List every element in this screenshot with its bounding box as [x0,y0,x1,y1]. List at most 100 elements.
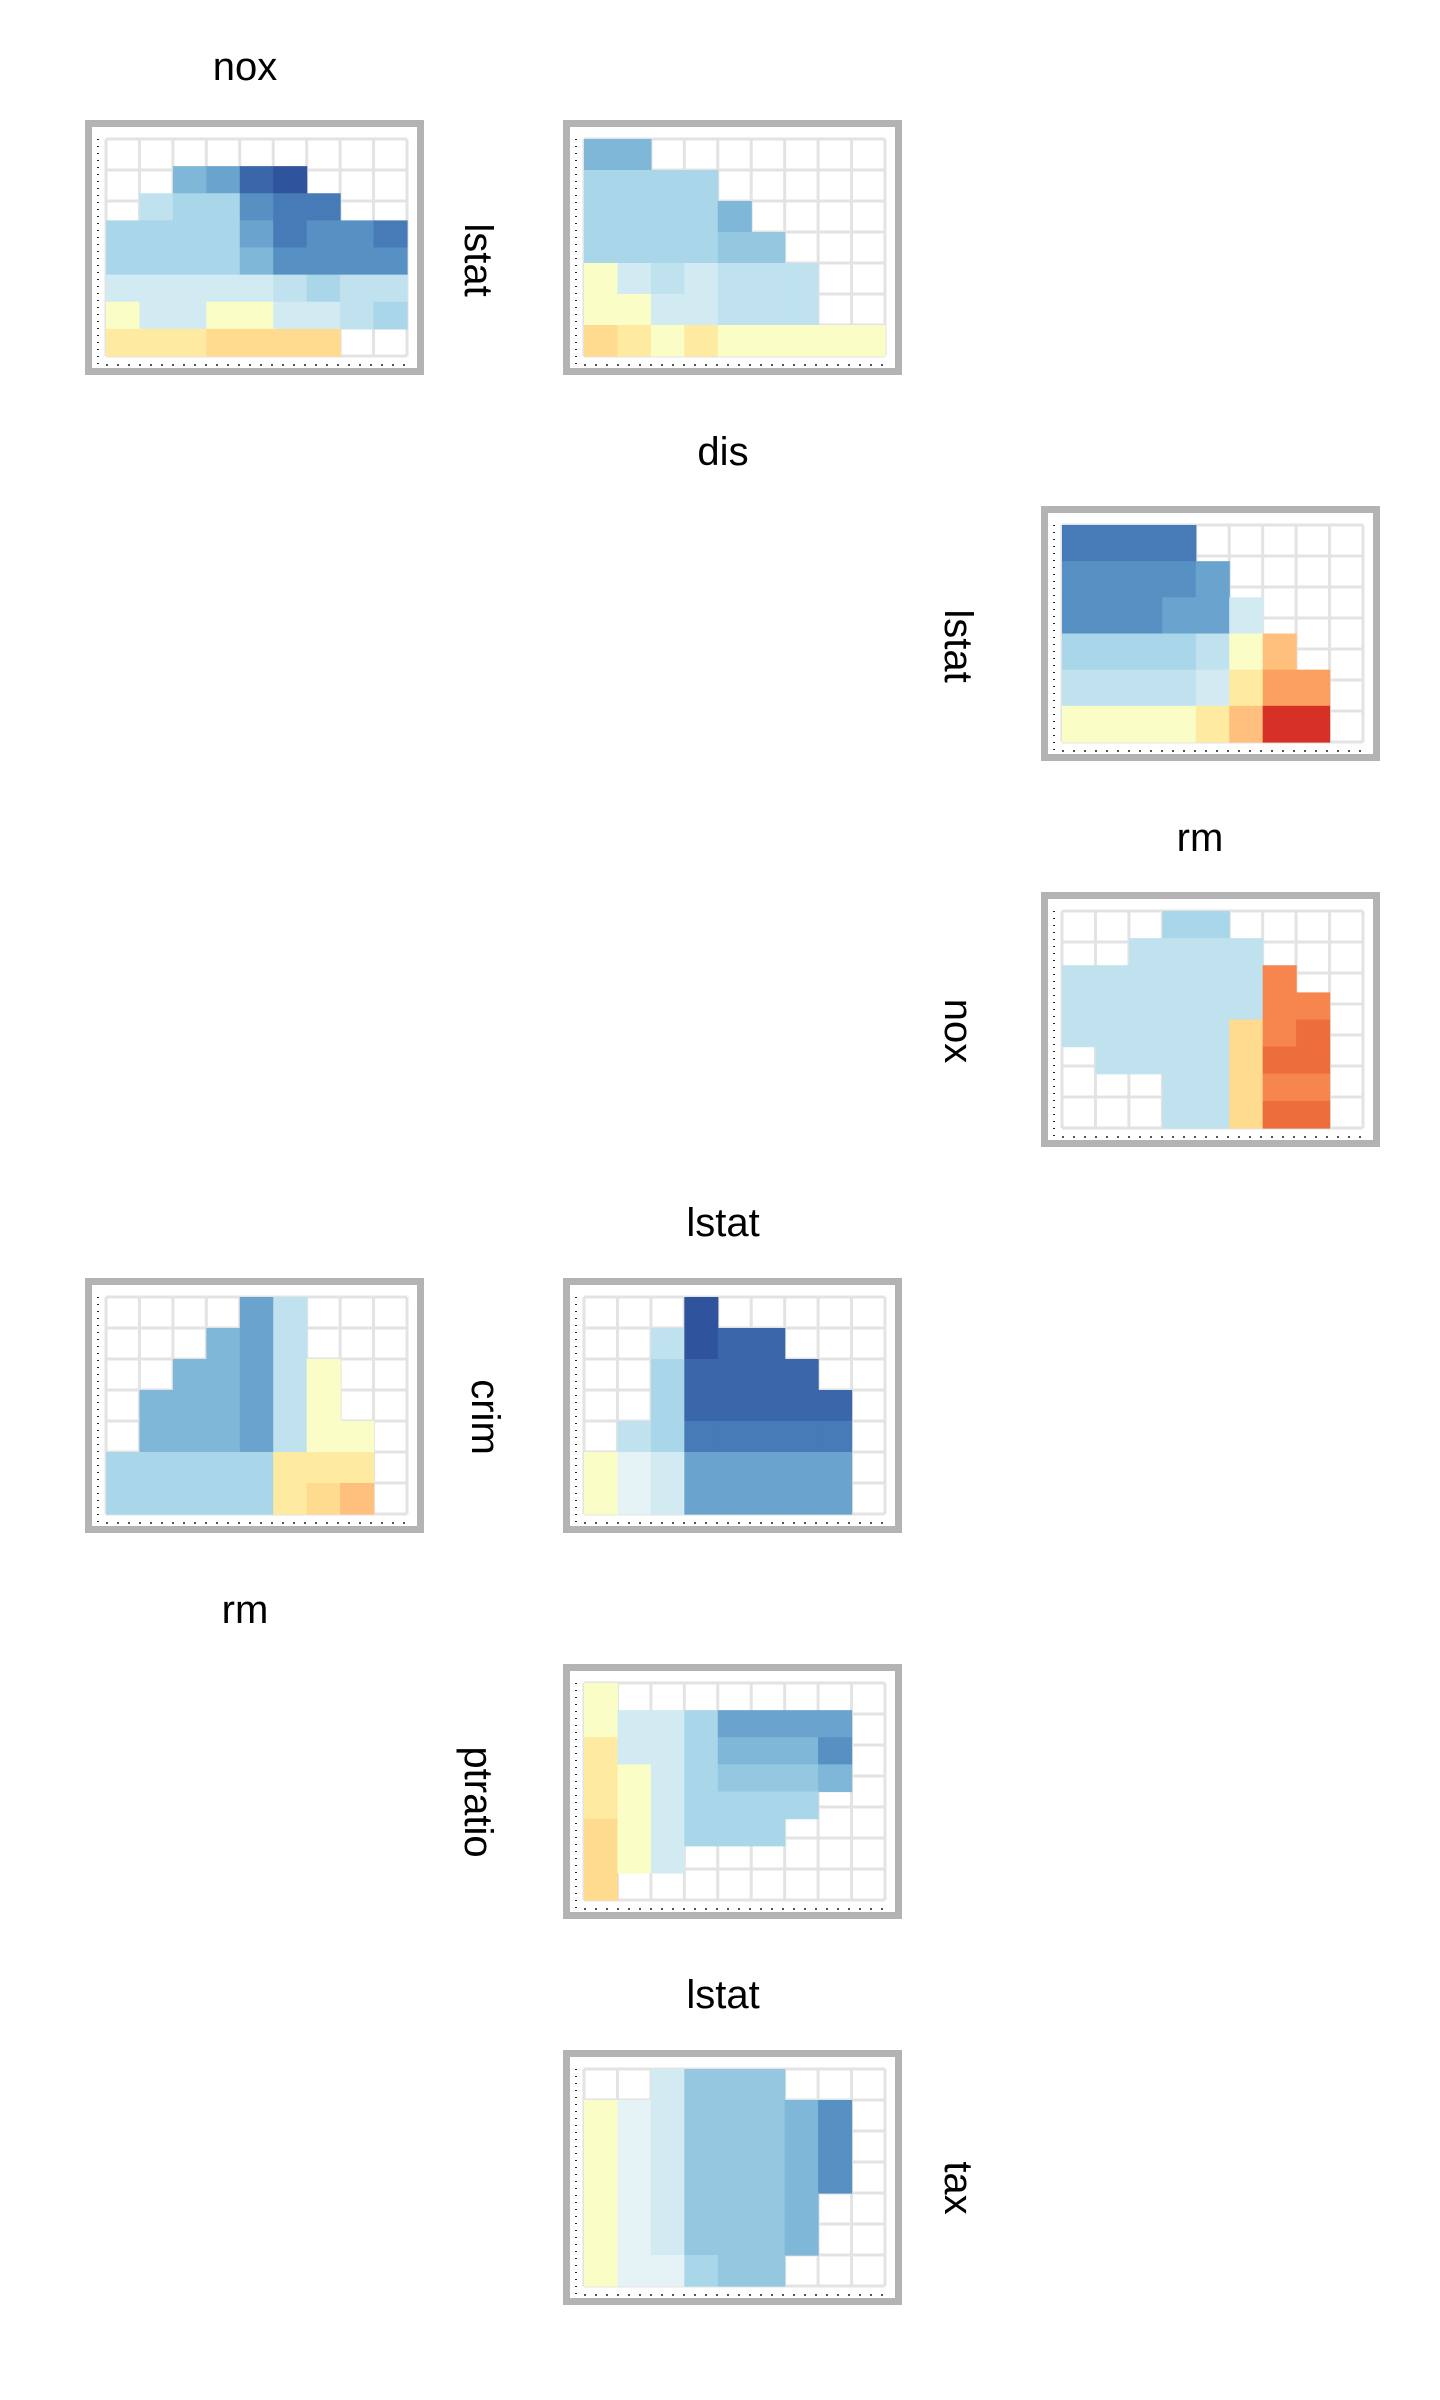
heatmap-cell [650,1818,685,1847]
heatmap-cell [818,1764,853,1793]
heatmap-cell [1162,525,1197,562]
heatmap-cell [650,2131,685,2163]
heatmap-cell [751,1764,786,1793]
heatmap-cell [818,2100,853,2132]
heatmap-cell [617,1764,652,1793]
heatmap-cell [784,325,819,357]
heatmap-cell [751,263,786,295]
heatmap-cell [1162,1073,1197,1102]
heatmap-cell [650,2069,685,2101]
heatmap-cell [239,247,274,276]
heatmap-cell [717,1421,752,1453]
heatmap-cell [818,1483,853,1515]
heatmap-cell [584,2193,619,2225]
heatmap-nox-lstat [97,137,409,366]
heatmap-cell [1062,597,1097,635]
label-rm-right: rm [1176,816,1224,860]
heatmap-cell [684,1710,719,1738]
heatmap-cell [584,2224,619,2256]
heatmap-cell [1162,938,1197,966]
heatmap-cell [273,1421,308,1453]
heatmap-cell [684,1818,719,1847]
heatmap-cell [273,1483,308,1515]
panel-lstat-ptratio [563,1664,902,1919]
heatmap-cell [650,170,685,202]
heatmap-cell [306,193,341,221]
heatmap-cell [818,1737,853,1765]
heatmap-cell [717,325,752,357]
heatmap-cell [684,1297,719,1329]
heatmap-cell [172,1390,207,1422]
heatmap-cell [1162,1100,1197,1129]
heatmap-cell [172,193,207,221]
heatmap-cell [617,1737,652,1765]
heatmap-cell [751,294,786,326]
heatmap-cell [206,1328,241,1360]
heatmap-cell [1095,669,1130,707]
heatmap-cell [1062,992,1097,1021]
heatmap-cell [584,1845,619,1874]
heatmap-cell [684,1483,719,1515]
heatmap-cell [751,1791,786,1820]
heatmap-cell [717,2193,752,2225]
label-rm-left: rm [221,1588,269,1632]
panel-lstat-crim [563,1278,902,1533]
heatmap-cell [1162,597,1197,635]
heatmap-cell [239,274,274,303]
heatmap-cell [1296,669,1331,707]
heatmap-cell [1195,911,1230,939]
label-nox-left: nox [936,998,980,1064]
heatmap-cell [617,294,652,326]
heatmap-cell [584,2131,619,2163]
heatmap-lstat-tax [575,2067,887,2296]
heatmap-cell [650,325,685,357]
heatmap-cell [172,1421,207,1453]
heatmap-cell [617,1818,652,1847]
heatmap-cell [650,2224,685,2256]
heatmap-cell [1195,633,1230,671]
label-lstat-right-1: lstat [456,223,500,297]
heatmap-cell [684,1421,719,1453]
heatmap-cell [617,263,652,295]
heatmap-cell [584,139,619,171]
heatmap-cell [1095,965,1130,993]
heatmap-cell [1229,705,1264,743]
heatmap-cell [717,2069,752,2101]
heatmap-cell [1296,1073,1331,1102]
heatmap-cell [784,1710,819,1738]
heatmap-cell [1128,1046,1163,1075]
heatmap-cell [306,1483,341,1515]
heatmap-cell [784,1483,819,1515]
heatmap-cell [650,2255,685,2287]
heatmap-cell [751,1328,786,1360]
heatmap-cell [172,247,207,276]
heatmap-cell [1128,1019,1163,1048]
heatmap-cell [106,220,141,249]
heatmap-cell [273,274,308,303]
heatmap-cell [617,170,652,202]
heatmap-cell [206,166,241,194]
heatmap-cell [1262,1046,1297,1075]
heatmap-cell [139,193,174,221]
heatmap-cell [1195,1073,1230,1102]
heatmap-cell [206,1390,241,1422]
heatmap-cell [1062,561,1097,598]
heatmap-cell [650,1328,685,1360]
heatmap-cell [106,247,141,276]
heatmap-cell [1095,705,1130,743]
heatmap-cell [1062,669,1097,707]
heatmap-cell [617,2193,652,2225]
heatmap-cell [684,1452,719,1484]
heatmap-cell [1229,669,1264,707]
heatmap-cell [717,2100,752,2132]
heatmap-cell [1128,525,1163,562]
heatmap-cell [306,1452,341,1484]
heatmap-cell [584,1737,619,1765]
heatmap-cell [106,301,141,330]
heatmap-cell [584,1764,619,1793]
heatmap-cell [373,274,408,303]
heatmap-cell [684,1328,719,1360]
heatmap-cell [684,325,719,357]
heatmap-cell [273,247,308,276]
heatmap-cell [239,1297,274,1329]
